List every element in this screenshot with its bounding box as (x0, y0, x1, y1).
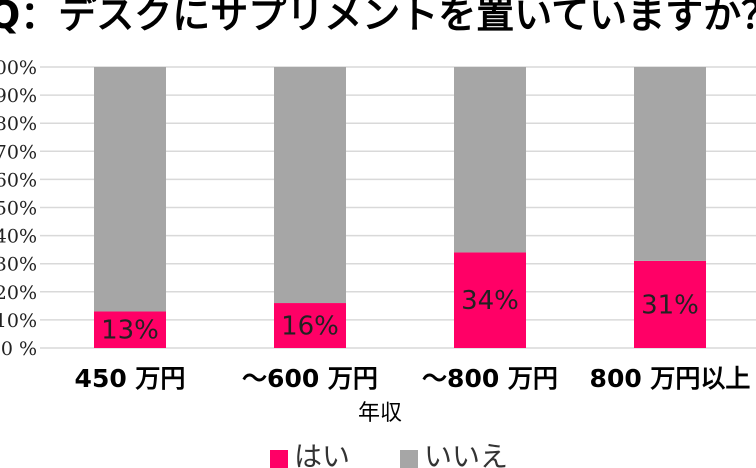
bar-segment (454, 67, 526, 253)
legend-label: いいえ (424, 440, 508, 468)
legend: はい いいえ (270, 440, 508, 468)
bar-segment (274, 67, 346, 304)
y-tick-label: 10% (0, 310, 37, 332)
data-label: 13% (101, 316, 159, 346)
data-label: 31% (641, 290, 699, 320)
data-label: 16% (281, 312, 339, 342)
legend-label: はい (294, 440, 350, 468)
y-tick-label: 90% (0, 85, 37, 107)
bar-segment (94, 67, 166, 312)
data-labels: 13% 16% 34% 31% (101, 286, 699, 346)
bar-segment (634, 260, 706, 348)
y-tick-label: 40% (0, 226, 37, 248)
y-tick-label: 60% (0, 169, 37, 191)
bars (94, 67, 706, 348)
x-axis-label: 年収 (358, 401, 402, 426)
legend-swatch (400, 450, 418, 468)
y-tick-label: 20% (0, 282, 37, 304)
x-tick-label: ～800 万円 (422, 364, 558, 393)
x-tick-label: ～600 万円 (242, 364, 378, 393)
y-tick-label: 100% (0, 57, 37, 79)
x-tick-label: 800 万円以上 (590, 364, 751, 393)
y-tick-label: 30% (0, 254, 37, 276)
y-tick-label: 70% (0, 141, 37, 163)
y-axis-tick-labels: 0 % 10% 20% 30% 40% 50% 60% 70% 80% 90% 100% (0, 57, 37, 360)
chart-title: Q：デスクにサプリメントを置いていますか？ (0, 0, 756, 37)
y-tick-label: 0 % (1, 338, 37, 360)
y-tick-label: 50% (0, 198, 37, 220)
legend-swatch (270, 450, 288, 468)
bar-segment (454, 252, 526, 348)
y-tick-label: 80% (0, 113, 37, 135)
x-tick-label: 450 万円 (75, 364, 186, 393)
bar-segment (274, 303, 346, 348)
x-axis-tick-labels: 450 万円 ～600 万円 ～800 万円 800 万円以上 (75, 364, 751, 393)
bar-segment (634, 67, 706, 261)
bar-segment (94, 311, 166, 348)
data-label: 34% (461, 286, 519, 316)
